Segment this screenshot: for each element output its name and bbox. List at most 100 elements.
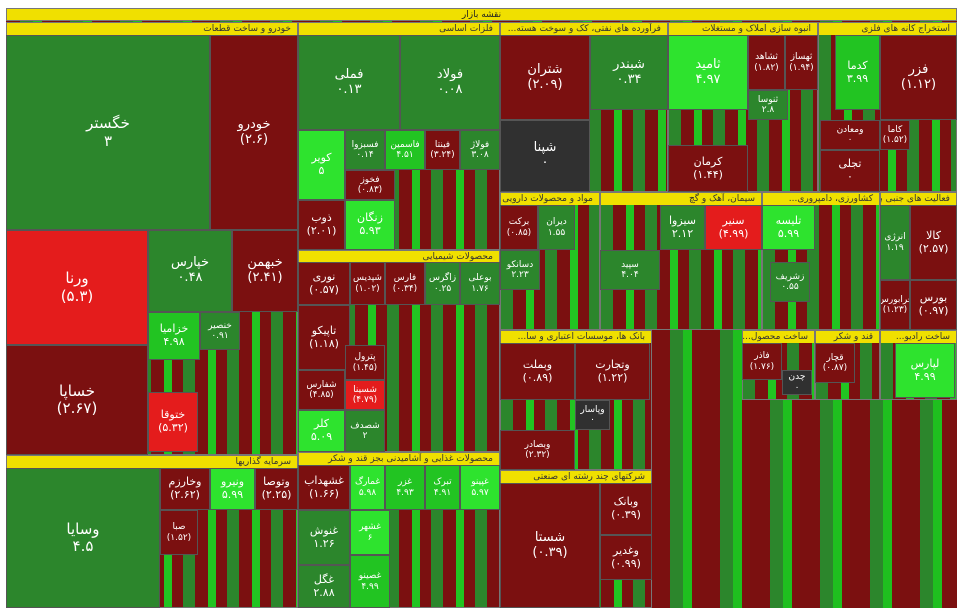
stock-change: (۴.۷۹) bbox=[352, 395, 378, 405]
stock-tile: تاپیکو (۱.۱۸) bbox=[298, 305, 350, 370]
sector-title: کشاورزی، دامپروری... bbox=[763, 193, 879, 205]
stock-change: ۵.۹۹ bbox=[777, 226, 800, 240]
stock-name: دسانکو bbox=[506, 259, 534, 270]
stock-tile: کدما ۳.۹۹ bbox=[835, 35, 880, 110]
stock-name: کرمان bbox=[693, 154, 723, 168]
stock-tile: فارس (۰.۳۴) bbox=[385, 262, 425, 305]
stock-tile: خودرو (۲.۶) bbox=[210, 35, 298, 230]
stock-name: وخارزم bbox=[168, 475, 202, 489]
stock-name: ورنا bbox=[65, 269, 89, 288]
sector-title: بانک ها، موسسات اعتباری و سا... bbox=[501, 331, 651, 343]
stock-tile: کرمان (۱.۴۴) bbox=[668, 145, 748, 192]
stock-tile: غمارگ ۵.۹۸ bbox=[350, 465, 385, 510]
stock-change: (۲.۲۵) bbox=[261, 488, 292, 501]
stock-tile: ذوب (۲.۰۱) bbox=[298, 200, 345, 250]
stock-change: (۲.۶۷) bbox=[56, 399, 98, 417]
stock-tile: خبهمن (۲.۴۱) bbox=[232, 230, 298, 312]
stock-name: خگستر bbox=[86, 114, 130, 133]
stock-change: ۰ bbox=[847, 135, 853, 145]
stock-tile: زشریف ۰.۵۵ bbox=[770, 262, 810, 302]
stock-name: شپدیس bbox=[353, 273, 382, 284]
stock-change: ۰.۱۳ bbox=[336, 81, 362, 97]
sector-title: شرکتهای چند رشته ای صنعتی bbox=[501, 471, 651, 483]
stock-change: (۰.۹۷) bbox=[918, 304, 949, 317]
stock-change: ۴.۹۸ bbox=[163, 335, 185, 348]
stock-change: (۵.۳۲) bbox=[158, 421, 188, 434]
stock-change: ۰ bbox=[541, 155, 549, 170]
stock-tile: ثنوسا ۲.۸ bbox=[748, 90, 788, 120]
stock-name: ثشاهد bbox=[755, 52, 778, 63]
stock-tile: غشهداب (۱.۶۶) bbox=[298, 465, 350, 510]
stock-name: فولاد bbox=[436, 66, 464, 82]
stock-change: ۲.۱۲ bbox=[671, 226, 694, 240]
stock-name: وپاسار bbox=[580, 404, 605, 415]
stock-change: (۰.۵۷) bbox=[309, 282, 339, 296]
stock-tile: دیران ۱.۵۵ bbox=[538, 205, 575, 250]
stock-name: سیزوا bbox=[669, 213, 696, 227]
stock-name: خزامیا bbox=[159, 322, 189, 336]
stock-change: ۱.۱۹ bbox=[886, 242, 904, 253]
sector-title: فرآورده های نفتی، کک و سوخت هسته... bbox=[501, 23, 667, 35]
stock-change: ۵.۹۹ bbox=[221, 488, 244, 501]
stock-name: غپینو bbox=[471, 477, 489, 488]
stock-tile: غشهر ۶ bbox=[350, 510, 390, 555]
stock-change: (۲.۰۱) bbox=[306, 224, 337, 237]
stock-tile: کویر ۵ bbox=[298, 130, 345, 200]
stock-name: غزر bbox=[397, 477, 413, 488]
stock-name: انرژی bbox=[884, 232, 906, 243]
sector-title: مواد و محصولات دارویی bbox=[501, 193, 599, 205]
stock-change: ۳ bbox=[103, 131, 113, 150]
stock-change: ۳.۰۸ bbox=[471, 150, 489, 160]
stock-name: نوری bbox=[312, 269, 336, 283]
stock-name: شبندر bbox=[613, 56, 645, 72]
stock-name: کویر bbox=[311, 151, 332, 165]
stock-change: ۲.۸۸ bbox=[313, 585, 335, 599]
stock-tile: ختوقا (۵.۳۲) bbox=[148, 392, 198, 452]
stock-name: فاذر bbox=[754, 351, 770, 362]
stock-name: فخوز bbox=[360, 174, 380, 185]
stock-tile: سپید ۴.۰۴ bbox=[600, 250, 660, 290]
stock-name: خبهمن bbox=[247, 255, 283, 271]
stock-name: ذوب bbox=[311, 211, 332, 225]
stock-change: ۵.۰۹ bbox=[310, 430, 333, 443]
stock-tile: زاگرس ۰.۲۵ bbox=[425, 262, 460, 305]
sector-title: فلزات اساسی bbox=[299, 23, 499, 35]
stock-tile: شتران (۲.۰۹) bbox=[500, 35, 590, 120]
stock-change: ۵ bbox=[318, 164, 325, 177]
stock-change: (۰.۸۳) bbox=[357, 185, 383, 195]
stock-tile: خزامیا ۴.۹۸ bbox=[148, 312, 200, 360]
stock-name: بورس bbox=[919, 291, 948, 305]
stock-change: (۱.۸۲) bbox=[754, 62, 779, 73]
stock-name: فاسمین bbox=[390, 139, 420, 150]
stock-change: (۰.۳۹) bbox=[611, 508, 641, 521]
stock-tile: شپدیس (۱.۰۲) bbox=[350, 262, 385, 305]
stock-tile: فسبزوا ۰.۱۴ bbox=[345, 130, 385, 170]
stock-name: کلر bbox=[314, 417, 329, 431]
stock-name: بوعلی bbox=[468, 273, 492, 284]
stock-change: ۰.۲۵ bbox=[433, 283, 452, 294]
stock-tile: زنگان ۵.۹۳ bbox=[345, 200, 395, 250]
stock-tile: شستا (۰.۳۹) bbox=[500, 483, 600, 608]
stock-change: ۴.۹۱ bbox=[433, 487, 452, 498]
stock-name: وسایا bbox=[66, 519, 100, 538]
stock-name: قچار bbox=[826, 352, 844, 363]
stock-name: صبا bbox=[172, 522, 186, 533]
stock-name: شتران bbox=[527, 61, 563, 77]
stock-change: ۵.۹۳ bbox=[359, 224, 381, 237]
stock-tile: تبرک ۴.۹۱ bbox=[425, 465, 460, 510]
stock-tile: شسینا (۴.۷۹) bbox=[345, 380, 385, 410]
stock-name: غصینو bbox=[358, 571, 382, 582]
stock-name: سنیر bbox=[722, 213, 745, 227]
stock-name: شپنا bbox=[533, 140, 557, 156]
stock-change: ۴.۹۹ bbox=[914, 369, 936, 383]
stock-tile: خنصیر ۰.۹۱ bbox=[200, 312, 240, 350]
stock-name: غنوش bbox=[309, 523, 339, 537]
stock-name: دیران bbox=[546, 217, 567, 228]
stock-tile: فرابورس(۱.۲۳) bbox=[880, 280, 910, 330]
stock-name: ومعادن bbox=[836, 124, 864, 135]
stock-name: کاما bbox=[887, 124, 903, 135]
stock-change: ۱.۷۶ bbox=[471, 283, 489, 294]
stock-tile: وبانک (۰.۳۹) bbox=[600, 483, 652, 535]
sector-title: محصولات شیمیایی bbox=[299, 251, 499, 263]
stock-name: زاگرس bbox=[428, 273, 457, 284]
